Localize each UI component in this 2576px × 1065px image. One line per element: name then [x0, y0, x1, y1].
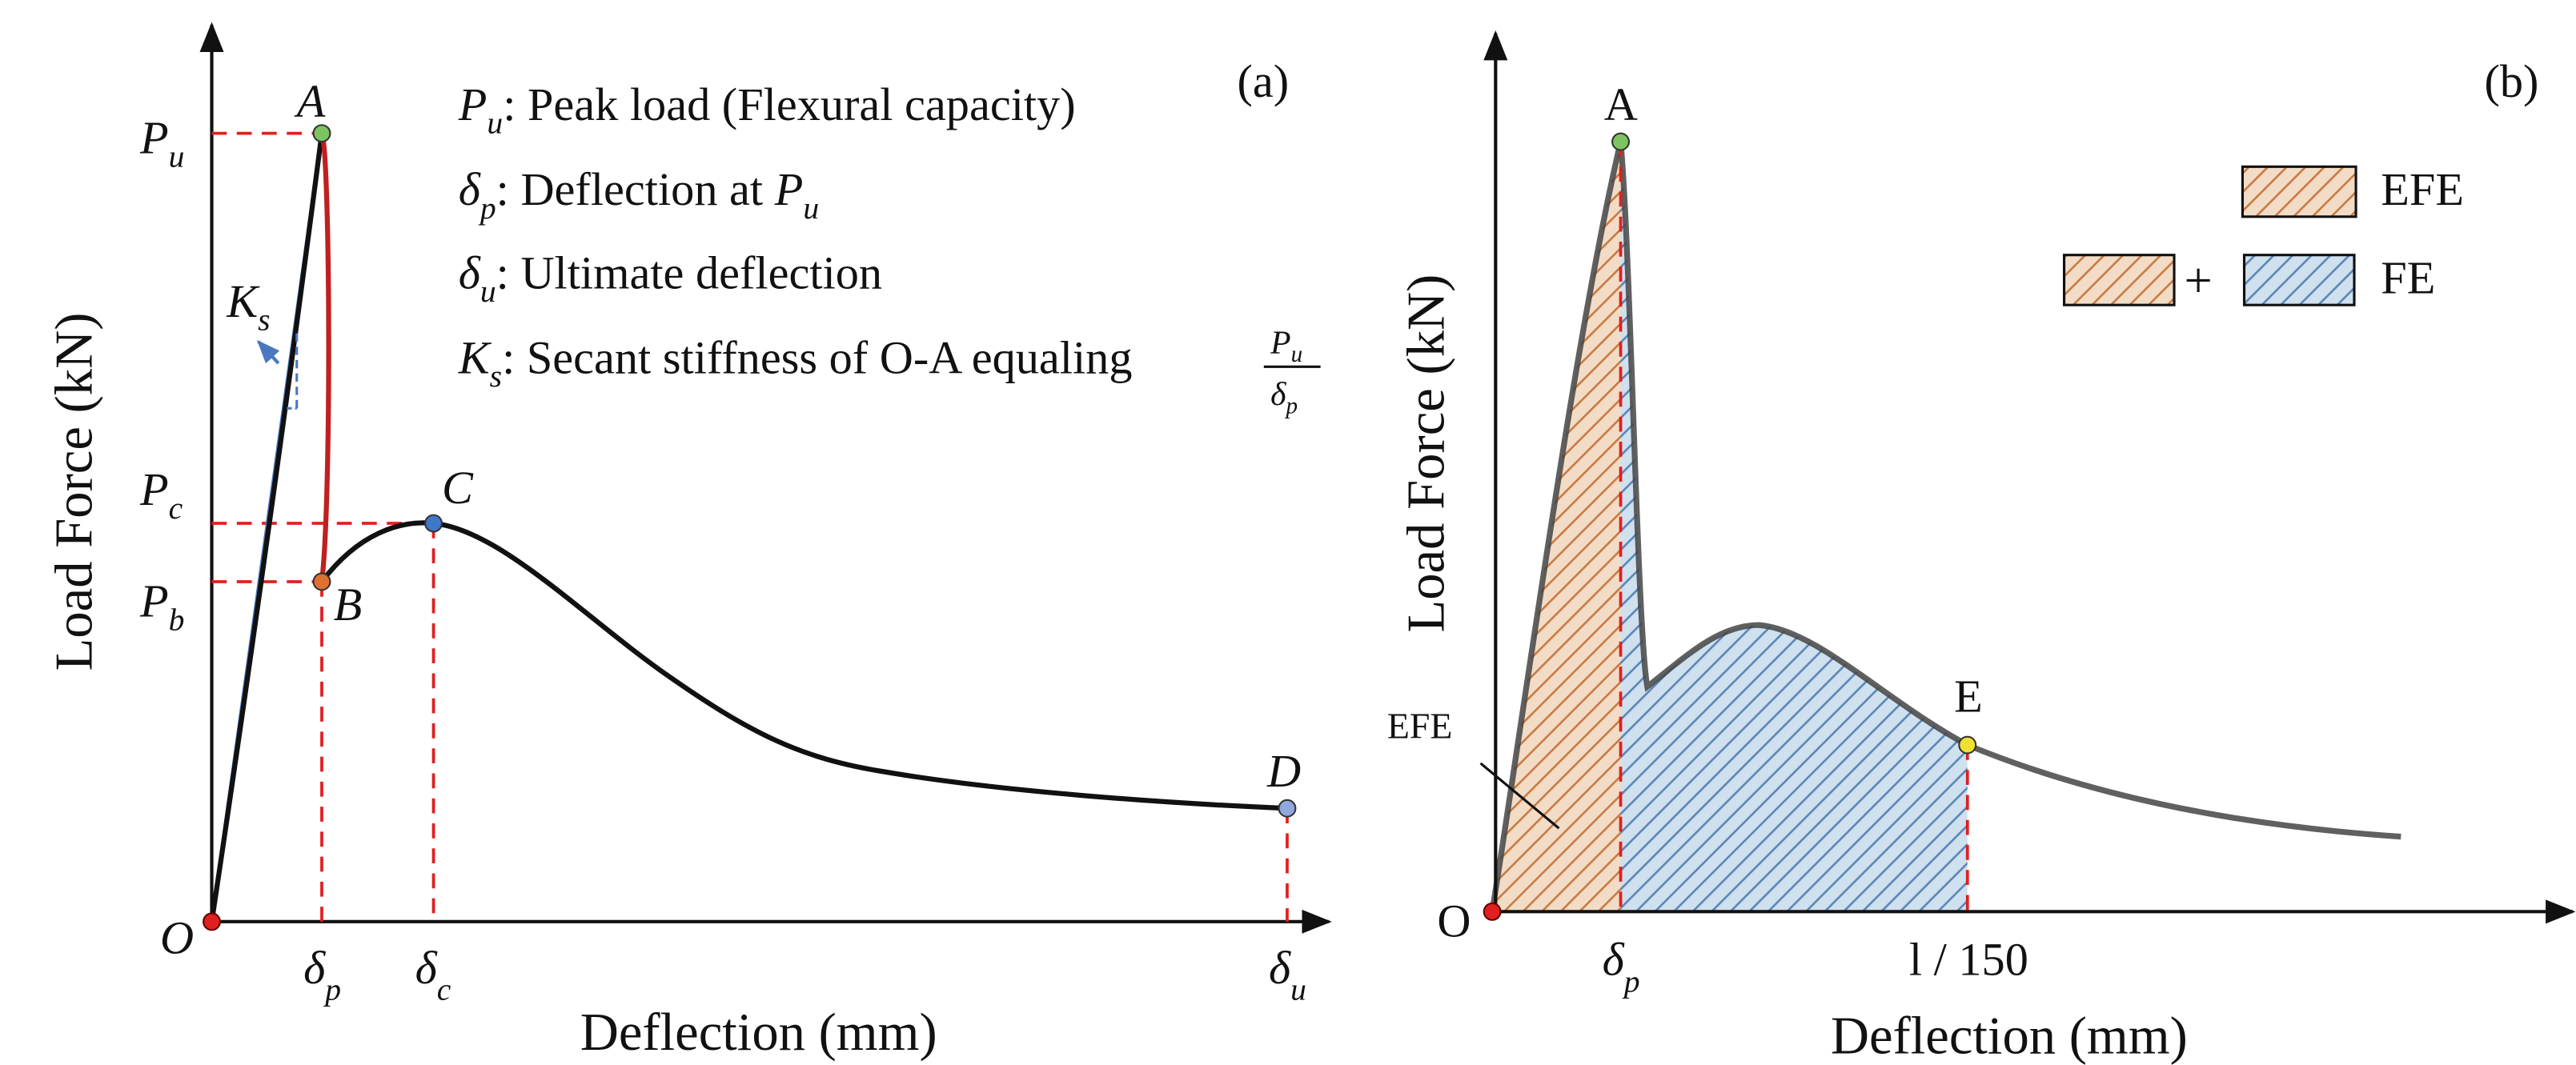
annotation: EFE — [1387, 706, 1452, 747]
curve-bd — [319, 520, 1288, 811]
point-label: O — [1437, 895, 1471, 947]
panel-a: O A B C D Pu Pc Pb δp δc δu Ks Pu: Peak … — [46, 22, 1332, 1062]
legend-swatch — [2242, 254, 2356, 306]
y-axis-label: Load Force (kN) — [46, 313, 104, 671]
point-o — [1483, 902, 1502, 921]
guide-lines — [211, 131, 1289, 922]
x-axis-label: Deflection (mm) — [1831, 1007, 2188, 1065]
x-tick-label: δp — [1603, 933, 1640, 999]
note: δp: Deflection at Pu — [459, 163, 819, 226]
point-o — [203, 912, 221, 931]
x-tick-label: δu — [1269, 942, 1306, 1007]
point-a — [312, 124, 331, 143]
fraction-den: δp — [1270, 376, 1298, 418]
point-label: C — [442, 462, 474, 514]
y-tick-label: Pc — [139, 463, 183, 526]
point-label: D — [1266, 745, 1301, 797]
y-tick-label: Pb — [139, 575, 184, 638]
fe-area — [1620, 142, 1968, 912]
stiffness-label: Ks — [226, 275, 270, 338]
legend-plus: + — [2185, 252, 2213, 308]
note: Pu: Peak load (Flexural capacity) — [458, 78, 1076, 141]
x-axis-label: Deflection (mm) — [580, 1003, 937, 1062]
y-axis-label: Load Force (kN) — [1398, 274, 1456, 633]
panel-label: (a) — [1237, 55, 1289, 107]
x-tick-label: δp — [303, 942, 341, 1007]
point-e — [1958, 735, 1977, 755]
point-label: A — [294, 75, 326, 127]
panel-label: (b) — [2484, 55, 2538, 107]
curve — [1489, 141, 2401, 912]
point-label: B — [334, 579, 363, 631]
x-tick-label: l / 150 — [1909, 933, 2028, 985]
legend-swatch — [2241, 165, 2357, 218]
point-b — [312, 572, 331, 591]
point-label: A — [1604, 78, 1638, 130]
curve-ab — [319, 132, 331, 583]
ks-arrow — [256, 339, 280, 365]
note: Ks: Secant stiffness of O-A equaling — [458, 332, 1133, 394]
point-d — [1278, 799, 1297, 818]
curve-oa — [209, 133, 325, 923]
x-tick-label: δc — [415, 942, 451, 1007]
panel-b: EFE O A E δp l / 150 EFE + FE (b) Load F… — [1387, 30, 2576, 1065]
point-a — [1611, 132, 1630, 151]
annotation-line — [1479, 762, 1560, 830]
legend-swatch — [2063, 254, 2176, 306]
legend-label: FE — [2381, 252, 2435, 304]
fraction-num: Pu — [1270, 325, 1302, 367]
point-label: E — [1954, 670, 1983, 722]
legend-label: EFE — [2381, 163, 2464, 215]
point-label: O — [160, 911, 194, 963]
y-tick-label: Pu — [139, 112, 184, 174]
note: δu: Ultimate deflection — [459, 246, 882, 309]
point-c — [424, 514, 443, 533]
